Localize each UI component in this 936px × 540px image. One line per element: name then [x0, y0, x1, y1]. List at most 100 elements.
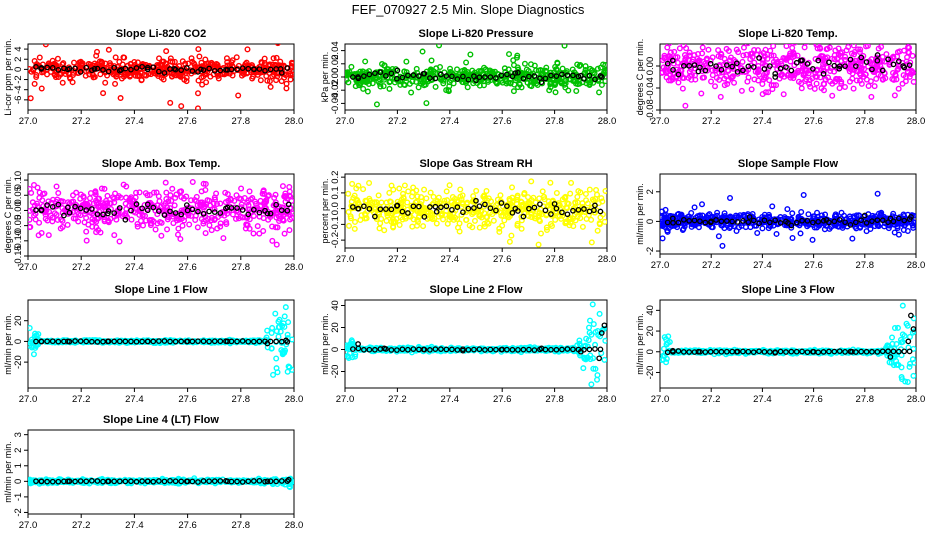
sample-point — [83, 237, 90, 244]
sample-point — [770, 82, 777, 89]
sample-point — [36, 189, 43, 196]
average-point — [77, 338, 84, 344]
y-tick-label: -0.04 — [645, 77, 656, 99]
x-tick-label: 27.6 — [178, 262, 197, 273]
sample-point — [280, 211, 287, 218]
sample-point — [156, 55, 163, 62]
sample-point — [97, 71, 104, 78]
sample-point — [175, 338, 182, 345]
sample-point — [207, 202, 214, 209]
average-point — [139, 338, 145, 345]
sample-point — [282, 304, 289, 311]
sample-point — [30, 67, 37, 74]
sample-point — [208, 227, 215, 234]
x-tick-label: 27.8 — [545, 254, 564, 265]
y-tick-label: -0.04 — [330, 93, 341, 115]
sample-point — [530, 78, 537, 85]
chart-panel: Slope Li-820 Temp.27.0 27.2 27.4 27.6 27.8 28… — [635, 28, 925, 127]
average-point — [388, 70, 395, 77]
average-point — [224, 338, 231, 345]
sample-point — [427, 189, 434, 196]
average-point — [863, 220, 870, 226]
sample-point — [178, 194, 185, 201]
chart-panel: Slope Amb. Box Temp.27.0 27.2 27.4 27.6 27.8… — [3, 158, 303, 273]
average-point — [885, 56, 891, 63]
sample-point — [586, 186, 593, 193]
sample-point — [246, 225, 253, 232]
average-point — [443, 346, 450, 353]
average-point — [675, 219, 682, 226]
x-tick-label: 27.2 — [388, 254, 407, 265]
average-point — [366, 346, 373, 353]
average-point — [161, 70, 168, 76]
sample-point — [748, 50, 755, 57]
y-tick-label: 20 — [13, 315, 24, 326]
average-point — [847, 222, 854, 228]
sample-point — [550, 206, 557, 213]
sample-point — [759, 225, 766, 232]
average-point — [869, 218, 875, 225]
sample-point — [188, 55, 195, 62]
sample-point — [891, 229, 898, 236]
x-tick-label: 27.6 — [804, 260, 823, 271]
sample-point — [159, 338, 166, 345]
sample-point — [44, 217, 51, 224]
average-point — [432, 203, 439, 210]
average-point — [852, 63, 859, 70]
sample-point — [353, 185, 360, 192]
average-point — [104, 338, 111, 345]
sample-point — [271, 71, 278, 78]
sample-point — [289, 71, 294, 78]
sample-point — [283, 85, 290, 92]
sample-point — [164, 226, 171, 233]
average-point — [161, 338, 168, 344]
sample-point — [905, 49, 912, 56]
y-tick-label: -0.2 — [330, 232, 341, 248]
sample-point — [85, 221, 92, 228]
average-point — [65, 338, 71, 345]
average-point — [234, 338, 240, 345]
sample-point — [718, 51, 725, 58]
sample-point — [552, 216, 559, 223]
average-point — [564, 211, 571, 218]
sample-point — [699, 201, 706, 208]
average-point — [206, 208, 212, 215]
sample-point — [803, 44, 809, 46]
average-point — [465, 76, 472, 83]
sample-point — [770, 58, 777, 65]
y-tick-label: -0.15 — [13, 245, 24, 267]
sample-point — [773, 230, 780, 237]
average-point — [874, 217, 881, 224]
sample-point — [469, 198, 476, 205]
sample-point — [223, 55, 230, 62]
sample-point — [812, 73, 819, 80]
sample-point — [682, 57, 689, 64]
sample-point — [543, 224, 550, 231]
sample-point — [833, 75, 840, 82]
average-point — [361, 346, 367, 353]
sample-point — [268, 345, 275, 352]
sample-point — [703, 55, 710, 62]
sample-point — [60, 60, 67, 67]
average-point — [44, 202, 51, 208]
y-tick-label: 2 — [13, 57, 24, 62]
average-point — [465, 346, 472, 353]
sample-point — [128, 216, 135, 223]
sample-point — [246, 188, 253, 195]
average-point — [756, 55, 762, 61]
average-point — [708, 218, 715, 225]
sample-point — [144, 192, 151, 199]
sample-point — [602, 78, 607, 85]
sample-point — [716, 76, 723, 83]
sample-point — [789, 210, 796, 217]
sample-point — [133, 189, 140, 196]
y-tick-label: 2 — [645, 189, 656, 194]
sample-point — [206, 222, 213, 229]
sample-point — [153, 189, 160, 196]
sample-point — [105, 46, 112, 53]
sample-point — [55, 190, 62, 197]
sample-point — [273, 365, 280, 372]
sample-point — [92, 189, 99, 196]
sample-point — [410, 216, 417, 223]
